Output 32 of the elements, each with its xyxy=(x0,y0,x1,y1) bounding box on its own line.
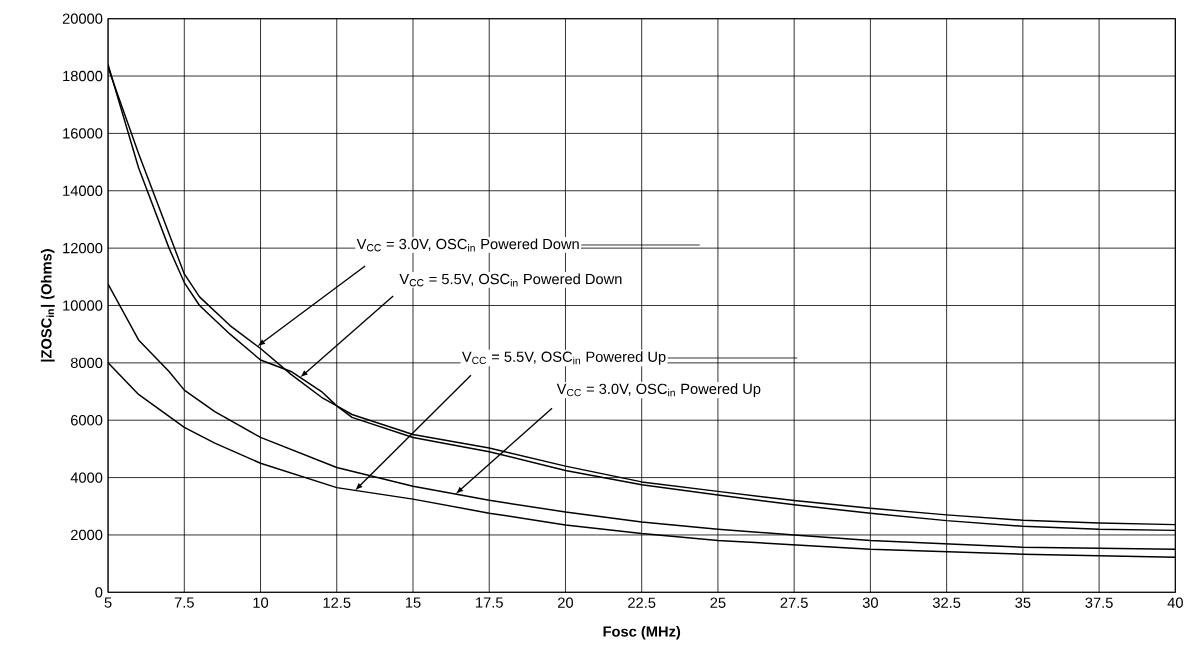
y-tick-label: 20000 xyxy=(62,13,103,24)
x-tick-label: 17.5 xyxy=(476,597,503,608)
x-tick-label: 37.5 xyxy=(1085,597,1113,608)
x-tick-label: 25 xyxy=(710,597,726,608)
x-tick-label: 30 xyxy=(862,597,878,608)
y-tick-label: 10000 xyxy=(63,300,103,311)
x-tick-label: 15 xyxy=(405,597,421,608)
y-tick-label: 0 xyxy=(95,587,103,598)
y-tick-label: 8000 xyxy=(70,357,103,369)
x-tick-label: 5 xyxy=(104,597,112,608)
x-tick-label: 32.5 xyxy=(932,597,961,608)
x-tick-label: 12.5 xyxy=(323,597,351,608)
y-tick-label: 2000 xyxy=(71,529,103,541)
y-tick-label: 6000 xyxy=(71,415,103,426)
y-axis-title: |ZOSC$_{in}$| (Ohms) xyxy=(40,249,55,362)
x-tick-label: 40 xyxy=(1167,597,1183,608)
x-axis-title: Fosc (MHz) xyxy=(603,625,681,640)
y-tick-label: 18000 xyxy=(63,70,103,82)
y-tick-label: 14000 xyxy=(63,185,103,196)
x-tick-label: 10 xyxy=(253,597,269,608)
x-tick-label: 22.5 xyxy=(628,597,656,608)
annotation: V$_{CC}$ = 5.5V, OSC$_{in}$ Powered Up xyxy=(461,351,666,365)
annotation: V$_{CC}$ = 3.0V, OSC$_{in}$ Powered Up xyxy=(556,383,761,397)
y-tick-label: 4000 xyxy=(70,472,103,483)
x-tick-label: 20 xyxy=(558,597,574,608)
x-tick-label: 35 xyxy=(1015,597,1031,608)
x-tick-label: 27.5 xyxy=(780,597,808,608)
y-tick-label: 12000 xyxy=(63,242,103,254)
y-tick-label: 16000 xyxy=(63,128,103,139)
annotation: V$_{CC}$ = 3.0V, OSC$_{in}$ Powered Down xyxy=(356,238,579,252)
x-tick-label: 7.5 xyxy=(174,597,194,608)
annotation: V$_{CC}$ = 5.5V, OSC$_{in}$ Powered Down xyxy=(399,273,622,287)
